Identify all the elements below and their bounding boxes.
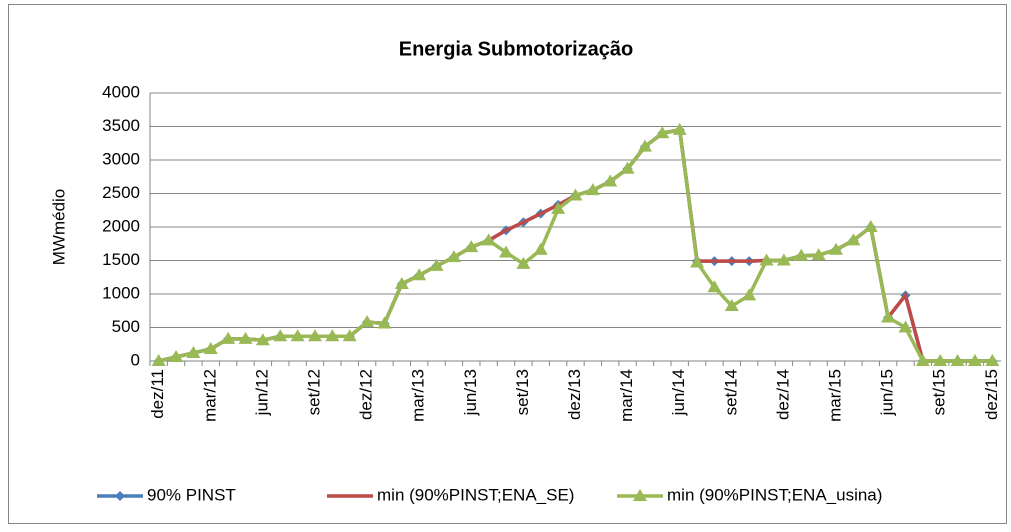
point [151, 354, 166, 366]
x-tick-label: jun/14 [669, 369, 688, 416]
point [412, 268, 427, 281]
legend-marker [115, 491, 125, 501]
point [742, 288, 757, 301]
legend-label: 90% PINST [147, 485, 236, 504]
legend-label: min (90%PINST;ENA_usina) [667, 485, 882, 504]
point [360, 315, 375, 328]
point [464, 240, 479, 253]
point [603, 174, 618, 187]
point [776, 253, 791, 266]
legend-label: min (90%PINST;ENA_SE) [377, 485, 574, 504]
point [724, 299, 739, 312]
point [568, 188, 583, 201]
y-tick-label: 2000 [102, 216, 140, 235]
x-tick-label: jun/12 [252, 369, 271, 416]
y-tick-label: 4000 [102, 82, 140, 101]
point [655, 126, 670, 139]
legend-marker [633, 489, 647, 501]
point [273, 329, 288, 342]
x-tick-label: dez/15 [982, 369, 1001, 420]
point [811, 248, 826, 261]
point [915, 354, 930, 366]
point [933, 354, 948, 366]
point [203, 341, 218, 354]
y-tick-label: 2500 [102, 183, 140, 202]
point [238, 331, 253, 344]
point [377, 316, 392, 329]
chart-border [8, 4, 1007, 524]
x-tick-label: dez/12 [357, 369, 376, 420]
point [394, 276, 409, 289]
x-tick-label: set/14 [721, 369, 740, 415]
x-tick-label: mar/14 [617, 369, 636, 422]
y-tick-label: 3000 [102, 149, 140, 168]
y-tick-label: 500 [112, 317, 140, 336]
point [637, 139, 652, 152]
point [221, 331, 236, 344]
point [499, 245, 514, 258]
point [342, 329, 357, 342]
point [516, 256, 531, 269]
point [881, 310, 896, 323]
point [759, 253, 774, 266]
point [898, 320, 913, 333]
x-tick-label: dez/14 [773, 369, 792, 420]
x-tick-label: mar/15 [825, 369, 844, 422]
y-tick-label: 0 [131, 350, 140, 369]
point [169, 349, 184, 362]
point [255, 333, 270, 346]
point [707, 280, 722, 293]
y-tick-label: 3500 [102, 116, 140, 135]
point [794, 248, 809, 261]
point [985, 354, 1000, 366]
point [481, 233, 496, 246]
y-tick-label: 1500 [102, 250, 140, 269]
point [863, 220, 878, 232]
point [672, 122, 687, 135]
chart-title: Energia Submotorização [399, 38, 634, 60]
x-tick-label: mar/13 [409, 369, 428, 422]
point [967, 354, 982, 366]
x-tick-label: set/13 [513, 369, 532, 415]
point [690, 255, 705, 268]
x-tick-label: jun/13 [461, 369, 480, 416]
point [290, 329, 305, 342]
point [307, 329, 322, 342]
x-tick-label: set/12 [304, 369, 323, 415]
x-tick-label: jun/15 [878, 369, 897, 416]
y-tick-label: 1000 [102, 283, 140, 302]
point [186, 345, 201, 358]
x-tick-label: dez/13 [565, 369, 584, 420]
y-axis-label: MWmédio [49, 189, 68, 266]
point [533, 242, 548, 255]
point [429, 258, 444, 271]
point [585, 183, 600, 196]
point [620, 161, 635, 174]
point [846, 233, 861, 246]
point [325, 329, 340, 342]
x-tick-label: set/15 [930, 369, 949, 415]
point [950, 354, 965, 366]
point [551, 201, 566, 214]
x-tick-label: dez/11 [148, 369, 167, 419]
point [829, 242, 844, 255]
x-tick-label: mar/12 [200, 369, 219, 422]
point [446, 250, 461, 263]
